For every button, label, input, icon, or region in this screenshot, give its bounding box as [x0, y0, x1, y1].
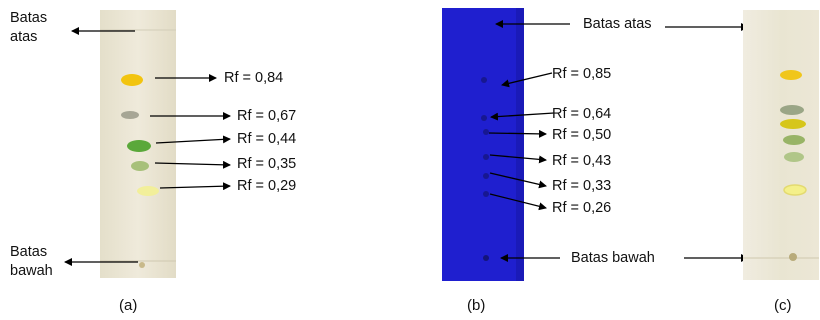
spot-a-origin	[139, 262, 145, 268]
spot-b-3	[483, 129, 489, 135]
label-a-bottom-2: bawah	[10, 263, 53, 279]
label-a-rf-3: Rf = 0,44	[237, 131, 297, 147]
tlc-plate-b	[442, 8, 524, 281]
label-b-top: Batas atas	[583, 16, 652, 32]
label-b-rf-5: Rf = 0,33	[552, 178, 612, 194]
label-a-top-2: atas	[10, 29, 38, 45]
label-a-bottom-1: Batas	[10, 244, 48, 260]
spot-b-6	[483, 191, 489, 197]
spot-a-1	[121, 74, 143, 86]
spot-b-5	[483, 173, 489, 179]
caption-c: (c)	[774, 297, 792, 314]
spot-b-4	[483, 154, 489, 160]
spot-b-1	[481, 77, 487, 83]
spot-c-origin	[789, 253, 797, 261]
arrow-a-rf3	[155, 135, 231, 144]
spot-c-5	[784, 152, 804, 162]
arrow-b-rf1	[501, 72, 553, 88]
label-a-rf-1: Rf = 0,84	[224, 70, 284, 86]
spot-c-6	[783, 184, 807, 196]
arrow-b-rf4	[489, 154, 547, 164]
spot-a-3	[127, 140, 151, 152]
label-a-rf-5: Rf = 0,29	[237, 178, 297, 194]
spot-a-5	[137, 186, 159, 196]
arrow-b-rf2	[490, 112, 555, 121]
label-b-bottom: Batas bawah	[571, 250, 655, 266]
spot-a-2	[121, 111, 139, 119]
spot-c-3	[780, 119, 806, 129]
label-b-rf-2: Rf = 0,64	[552, 106, 612, 122]
label-a-top-1: Batas	[10, 10, 48, 26]
caption-a: (a)	[119, 297, 138, 314]
arrow-b-rf5	[489, 172, 547, 189]
tlc-plate-b-edge	[516, 8, 524, 281]
arrow-b-rf6	[489, 193, 547, 211]
spot-b-2	[481, 115, 487, 121]
caption-b: (b)	[467, 297, 486, 314]
label-a-rf-4: Rf = 0,35	[237, 156, 297, 172]
spot-c-1	[780, 70, 802, 80]
spot-a-4	[131, 161, 149, 171]
label-b-rf-3: Rf = 0,50	[552, 127, 612, 143]
tlc-plate-c	[743, 10, 819, 280]
arrow-a-rf5	[159, 182, 231, 191]
label-b-rf-6: Rf = 0,26	[552, 200, 612, 216]
label-b-rf-1: Rf = 0,85	[552, 66, 612, 82]
spot-b-origin	[483, 255, 489, 261]
arrow-b-rf3	[488, 129, 547, 138]
label-a-rf-2: Rf = 0,67	[237, 108, 297, 124]
label-b-rf-4: Rf = 0,43	[552, 153, 612, 169]
arrow-a-rf4	[154, 160, 231, 169]
spot-c-4	[783, 135, 805, 145]
spot-c-2	[780, 105, 804, 115]
